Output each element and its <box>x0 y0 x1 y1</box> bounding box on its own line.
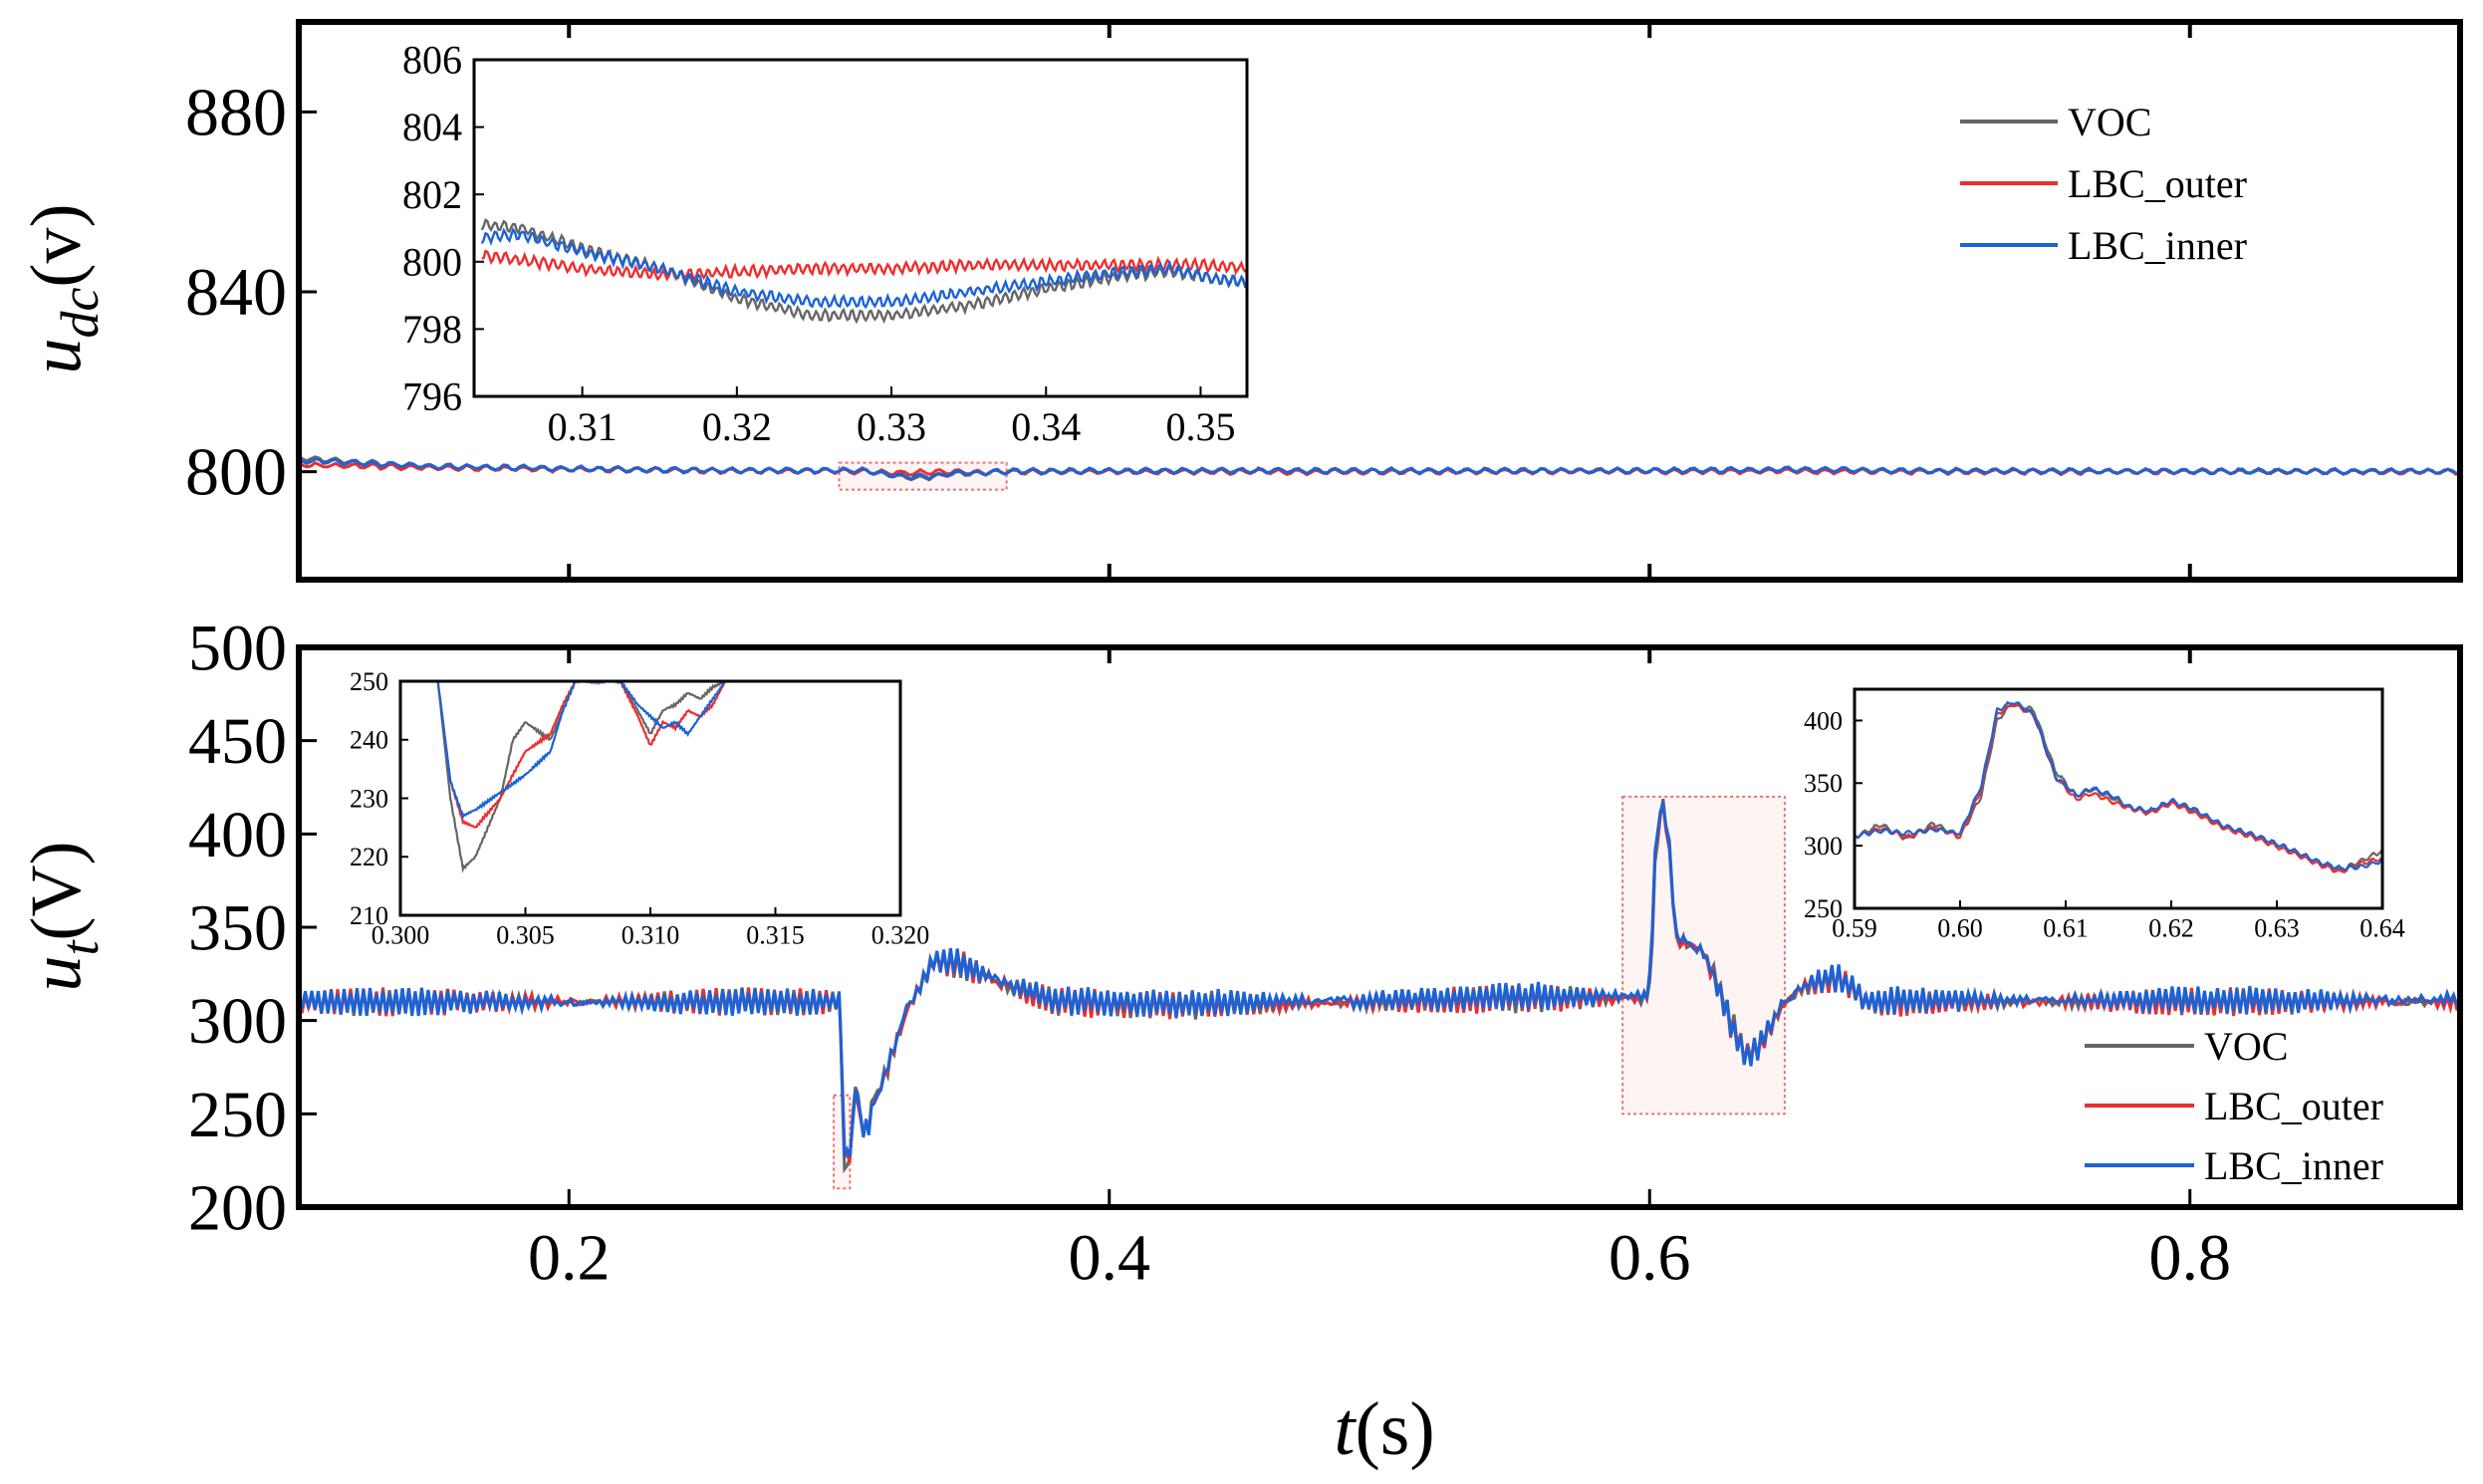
bottom-y-tick-label: 500 <box>188 612 287 684</box>
inset-right-y-tick-label: 300 <box>1804 832 1843 861</box>
inset-right-y-tick-label: 350 <box>1804 769 1843 798</box>
inset-left-bg <box>400 681 900 915</box>
bottom-y-tick-label: 200 <box>188 1171 287 1244</box>
inset-top-x-tick-label: 0.33 <box>857 404 926 449</box>
inset-right-x-tick-label: 0.59 <box>1832 914 1877 943</box>
inset-left-x-tick-label: 0.310 <box>621 921 680 950</box>
inset-top-y-tick-label: 802 <box>402 172 462 217</box>
inset-right-y-tick-label: 400 <box>1804 706 1843 735</box>
inset-left-series-lbc_inner <box>436 681 726 820</box>
x-axis-label: t(s) <box>1334 1387 1434 1471</box>
axis-labels: udc(v) ut(V) t(s) <box>16 204 1435 1471</box>
series-bottom-lbc_inner <box>299 799 2460 1157</box>
inset-right-x-tick-label: 0.61 <box>2043 914 2089 943</box>
inset-left-y-tick-label: 210 <box>350 901 388 930</box>
y-axis-label-bottom: ut(V) <box>16 842 110 992</box>
bottom-y-tick-label: 400 <box>188 799 287 871</box>
inset-top-y-tick-label: 796 <box>402 374 462 419</box>
bottom-x-tick-label: 0.8 <box>2149 1222 2232 1295</box>
bottom-panel: 200 250 300 350 400 450 500 0.2 0.4 0.6 0.8 VOC LBC_… <box>188 612 2463 1295</box>
inset-left-x-tick-label: 0.300 <box>372 921 430 950</box>
legend-label-lbc_outer: LBC_outer <box>2204 1084 2383 1128</box>
inset-top-frame <box>472 58 1249 398</box>
bottom-x-tick-label: 0.6 <box>1609 1222 1691 1295</box>
top-panel: 800 840 880 VOC LBC_outer LBC_inner 796 798 800 8… <box>185 19 2463 583</box>
inset-left-x-tick-label: 0.315 <box>746 921 805 950</box>
inset-top-series-lbc_outer <box>481 249 1247 282</box>
inset-right-x-tick-label: 0.64 <box>2359 914 2405 943</box>
top-y-tick-label: 840 <box>185 254 287 330</box>
inset-top-y-tick-label: 804 <box>402 105 462 149</box>
inset-top-bg <box>474 60 1247 396</box>
inset-right-x-tick-label: 0.62 <box>2148 914 2194 943</box>
inset-left-y-tick-label: 230 <box>350 784 388 813</box>
bottom-x-tick-label: 0.2 <box>528 1222 611 1295</box>
legend-label-lbc_inner: LBC_inner <box>2068 223 2247 268</box>
inset-left-y-tick-label: 220 <box>350 843 388 871</box>
inset-top-y-tick-label: 800 <box>402 239 462 284</box>
top-y-tick-label: 800 <box>185 434 287 510</box>
inset-top-y-tick-label: 806 <box>402 38 462 83</box>
legend-label-voc: VOC <box>2068 100 2151 144</box>
inset-top-y-tick-label: 798 <box>402 307 462 352</box>
inset-top-x-tick-label: 0.35 <box>1165 404 1235 449</box>
inset-top-series-lbc_inner <box>480 226 1247 310</box>
legend-label-voc: VOC <box>2204 1024 2288 1069</box>
legend-label-lbc_outer: LBC_outer <box>2068 161 2247 206</box>
inset-left-x-tick-label: 0.320 <box>871 921 930 950</box>
bottom-y-tick-label: 350 <box>188 891 287 964</box>
top-axes-frame <box>296 19 2463 583</box>
bottom-x-tick-label: 0.4 <box>1069 1222 1151 1295</box>
inset-left-y-tick-label: 250 <box>350 667 388 696</box>
inset-top-series-voc <box>480 218 1247 325</box>
legend-label-lbc_inner: LBC_inner <box>2204 1143 2383 1188</box>
inset-right-y-tick-label: 250 <box>1804 894 1843 923</box>
inset-right-frame <box>1853 687 2384 910</box>
top-y-tick-label: 880 <box>185 74 287 149</box>
bottom-y-tick-label: 250 <box>188 1079 287 1151</box>
inset-left-series-voc <box>436 681 726 873</box>
series-lbc_inner <box>299 457 2460 481</box>
inset-top-x-tick-label: 0.32 <box>702 404 772 449</box>
inset-left-x-tick-label: 0.305 <box>496 921 555 950</box>
bottom-y-tick-label: 450 <box>188 705 287 778</box>
bottom-y-tick-label: 300 <box>188 985 287 1058</box>
inset-top-x-tick-label: 0.31 <box>548 404 618 449</box>
inset-right-series-lbc_inner <box>1855 700 2382 871</box>
inset-left-y-tick-label: 240 <box>350 726 388 755</box>
inset-right-x-tick-label: 0.63 <box>2254 914 2300 943</box>
y-axis-label-top: udc(v) <box>16 204 110 374</box>
inset-right-x-tick-label: 0.60 <box>1937 914 1983 943</box>
inset-top-x-tick-label: 0.34 <box>1011 404 1081 449</box>
